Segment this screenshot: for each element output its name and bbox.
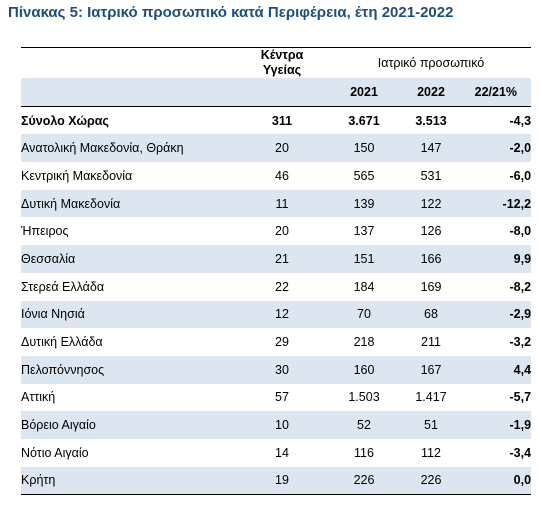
staff-2021-cell: 565: [353, 168, 375, 183]
change-percent-cell: -6,0: [509, 168, 532, 183]
health-centers-cell: 10: [233, 411, 331, 439]
staff-2021-cell: 52: [331, 411, 397, 439]
health-centers-cell: 19: [233, 466, 331, 496]
table-row: Θεσσαλία 21 151 166 9,9: [21, 245, 532, 273]
health-centers-cell: 46: [275, 168, 289, 183]
change-percent-cell: -1,9: [465, 411, 532, 439]
header-empty-cell: [21, 47, 233, 78]
health-centers-cell: 11: [233, 189, 331, 218]
table-row: Ιόνια Νησιά 12 70 68 -2,9: [21, 300, 532, 329]
header-health-centers: Κέντρα Υγείας: [233, 47, 331, 78]
header-row-2: 2021 2022 22/21%: [21, 78, 532, 107]
health-centers-cell: 57: [275, 390, 289, 405]
health-centers-cell: 30: [233, 355, 331, 384]
staff-2022-cell: 3.513: [415, 113, 447, 128]
staff-2021-cell: 116: [354, 445, 374, 460]
health-centers-cell: 311: [271, 113, 293, 128]
header-empty-cell-3: [233, 78, 331, 107]
staff-2021-cell: 1.503: [348, 390, 380, 405]
change-percent-cell: -2,9: [465, 300, 532, 329]
staff-2022-cell: 166: [397, 245, 465, 273]
table-row: Βόρειο Αιγαίο 10 52 51 -1,9: [21, 411, 532, 439]
change-percent-cell: -5,7: [509, 390, 532, 405]
staff-2022-cell: 112: [421, 445, 441, 460]
table-row: Σύνολο Χώρας 311 3.671 3.513 -4,3: [21, 106, 531, 134]
region-cell: Βόρειο Αιγαίο: [21, 411, 233, 439]
medical-staff-table: Κέντρα Υγείας Ιατρικό προσωπικό 2021 202…: [21, 47, 532, 496]
region-cell: Δυτική Μακεδονία: [21, 189, 233, 218]
table-row: Ήπειρος 20 137 126 -8,0: [21, 217, 531, 245]
region-cell: Πελοπόννησος: [21, 355, 233, 384]
health-centers-cell: 21: [233, 245, 331, 273]
region-cell: Στερεά Ελλάδα: [21, 279, 105, 294]
staff-2021-cell: 3.671: [348, 113, 380, 128]
staff-2022-cell: 226: [397, 466, 465, 496]
health-centers-cell: 29: [275, 335, 289, 350]
table-row: Πελοπόννησος 30 160 167 4,4: [21, 355, 532, 384]
staff-2022-cell: 147: [397, 134, 465, 163]
region-cell: Δυτική Ελλάδα: [21, 335, 103, 350]
change-percent-cell: -12,2: [465, 189, 532, 218]
table-row: Δυτική Μακεδονία 11 139 122 -12,2: [21, 189, 532, 218]
region-cell: Ανατολική Μακεδονία, Θράκη: [21, 134, 233, 163]
header-row-1: Κέντρα Υγείας Ιατρικό προσωπικό: [21, 47, 532, 78]
region-cell: Κρήτη: [21, 466, 233, 496]
change-percent-cell: -3,4: [509, 445, 532, 460]
change-percent-cell: -4,3: [509, 113, 532, 128]
staff-2022-cell: 122: [397, 189, 465, 218]
health-centers-cell: 20: [233, 134, 331, 163]
change-percent-cell: -2,0: [465, 134, 532, 163]
table-row: Κεντρική Μακεδονία 46 565 531 -6,0: [21, 162, 531, 190]
change-percent-cell: 4,4: [465, 355, 532, 384]
table-title: Πίνακας 5: Ιατρικό προσωπικό κατά Περιφέ…: [8, 4, 454, 21]
staff-2021-cell: 137: [353, 224, 375, 239]
staff-2022-cell: 126: [420, 224, 442, 239]
staff-2021-cell: 150: [331, 134, 397, 163]
staff-2021-cell: 139: [331, 189, 397, 218]
change-percent-cell: -8,2: [509, 279, 532, 294]
region-cell: Κεντρική Μακεδονία: [21, 168, 133, 183]
region-cell: Ήπειρος: [21, 224, 69, 239]
staff-2021-cell: 184: [353, 279, 375, 294]
table-row: Δυτική Ελλάδα 29 218 211 -3,2: [21, 328, 531, 356]
staff-2022-cell: 167: [397, 355, 465, 384]
table-row: Νότιο Αιγαίο 14 116 112 -3,4: [21, 439, 531, 467]
health-centers-cell: 14: [275, 445, 289, 460]
staff-2022-cell: 51: [397, 411, 465, 439]
region-cell: Ιόνια Νησιά: [21, 300, 233, 329]
region-cell: Νότιο Αιγαίο: [21, 445, 89, 460]
staff-2022-cell: 1.417: [415, 390, 447, 405]
header-2021: 2021: [331, 78, 397, 107]
staff-2021-cell: 160: [331, 355, 397, 384]
table-row: Στερεά Ελλάδα 22 184 169 -8,2: [21, 273, 531, 301]
region-cell: Θεσσαλία: [21, 245, 233, 273]
change-percent-cell: 9,9: [465, 245, 532, 273]
staff-2022-cell: 531: [420, 168, 442, 183]
header-medical-staff-group: Ιατρικό προσωπικό: [331, 47, 532, 78]
staff-2021-cell: 70: [331, 300, 397, 329]
change-percent-cell: 0,0: [465, 466, 532, 496]
table-row: Κρήτη 19 226 226 0,0: [21, 466, 532, 496]
header-centers-line1: Κέντρα: [260, 48, 304, 62]
staff-2022-cell: 211: [421, 335, 441, 350]
region-cell: Σύνολο Χώρας: [21, 113, 109, 128]
change-percent-cell: -3,2: [509, 335, 532, 350]
health-centers-cell: 22: [275, 279, 289, 294]
staff-2022-cell: 68: [397, 300, 465, 329]
health-centers-cell: 20: [275, 224, 289, 239]
change-percent-cell: -8,0: [509, 224, 532, 239]
health-centers-cell: 12: [233, 300, 331, 329]
header-2022: 2022: [397, 78, 465, 107]
table-row: Αττική 57 1.503 1.417 -5,7: [21, 384, 531, 412]
staff-2022-cell: 169: [420, 279, 442, 294]
staff-2021-cell: 218: [353, 335, 375, 350]
header-centers-line2: Υγείας: [262, 63, 302, 77]
region-cell: Αττική: [21, 390, 56, 405]
header-empty-cell-2: [21, 78, 233, 107]
staff-2021-cell: 151: [331, 245, 397, 273]
table-row: Ανατολική Μακεδονία, Θράκη 20 150 147 -2,0: [21, 134, 532, 163]
header-change: 22/21%: [465, 78, 532, 107]
staff-2021-cell: 226: [331, 466, 397, 496]
